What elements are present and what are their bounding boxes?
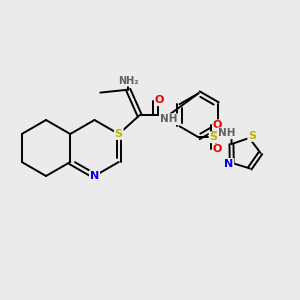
- Text: S: S: [248, 131, 256, 141]
- Text: NH: NH: [160, 114, 177, 124]
- Text: NH: NH: [218, 128, 235, 138]
- Text: O: O: [213, 144, 222, 154]
- Text: S: S: [210, 132, 218, 142]
- Text: O: O: [155, 95, 164, 105]
- Text: S: S: [115, 129, 123, 139]
- Text: O: O: [213, 120, 222, 130]
- Text: N: N: [224, 159, 233, 169]
- Text: N: N: [90, 171, 99, 181]
- Text: NH₂: NH₂: [118, 76, 138, 86]
